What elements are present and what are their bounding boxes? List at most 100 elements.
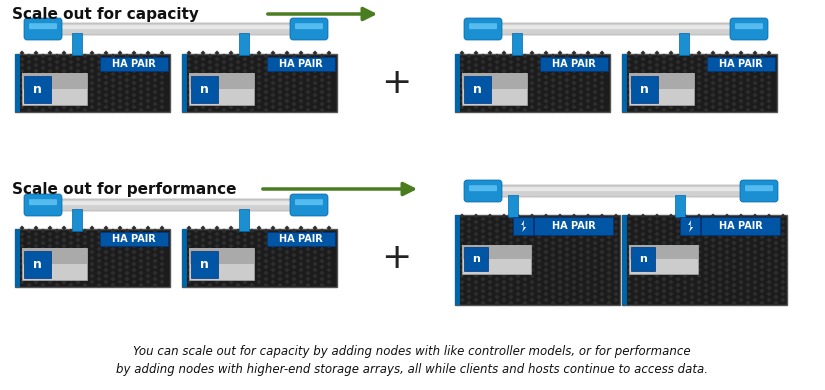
Polygon shape [558, 255, 563, 261]
FancyBboxPatch shape [189, 248, 254, 280]
FancyBboxPatch shape [29, 199, 57, 205]
Polygon shape [530, 225, 535, 230]
Polygon shape [76, 255, 81, 261]
Polygon shape [586, 238, 591, 243]
Polygon shape [263, 241, 268, 245]
Polygon shape [640, 87, 645, 92]
Polygon shape [488, 225, 493, 230]
Polygon shape [640, 92, 645, 98]
Polygon shape [97, 101, 101, 106]
Polygon shape [774, 223, 779, 227]
Polygon shape [466, 282, 472, 287]
Polygon shape [544, 213, 549, 218]
Polygon shape [125, 71, 130, 76]
Polygon shape [690, 271, 695, 275]
Polygon shape [760, 264, 765, 269]
Polygon shape [76, 232, 81, 236]
FancyBboxPatch shape [191, 76, 218, 103]
Polygon shape [718, 66, 723, 71]
Polygon shape [229, 243, 233, 248]
Polygon shape [558, 213, 563, 218]
Polygon shape [494, 78, 499, 83]
Polygon shape [20, 225, 25, 230]
Polygon shape [516, 57, 521, 62]
Polygon shape [62, 268, 67, 273]
Polygon shape [696, 69, 701, 73]
Polygon shape [522, 234, 527, 239]
Polygon shape [606, 264, 611, 269]
Polygon shape [704, 53, 709, 58]
Polygon shape [780, 268, 785, 273]
Polygon shape [125, 271, 130, 275]
Polygon shape [710, 243, 715, 248]
Polygon shape [766, 243, 771, 248]
Polygon shape [718, 223, 723, 227]
Polygon shape [194, 108, 199, 112]
Polygon shape [103, 243, 109, 248]
Polygon shape [97, 66, 101, 71]
Polygon shape [780, 232, 785, 236]
Polygon shape [494, 53, 499, 58]
Polygon shape [696, 87, 701, 92]
Polygon shape [145, 92, 150, 98]
Polygon shape [460, 225, 464, 230]
Polygon shape [34, 57, 39, 62]
Polygon shape [752, 99, 757, 103]
Polygon shape [648, 264, 653, 269]
Polygon shape [327, 57, 332, 62]
Polygon shape [544, 220, 549, 225]
Polygon shape [299, 268, 304, 273]
Polygon shape [277, 277, 282, 282]
Polygon shape [592, 66, 597, 71]
Polygon shape [766, 238, 771, 243]
Polygon shape [117, 280, 122, 284]
Polygon shape [20, 232, 25, 236]
Polygon shape [530, 298, 535, 303]
Polygon shape [586, 298, 591, 303]
Polygon shape [103, 74, 109, 80]
Polygon shape [89, 273, 95, 278]
Polygon shape [760, 83, 765, 89]
FancyBboxPatch shape [455, 215, 460, 305]
Polygon shape [676, 83, 681, 89]
Polygon shape [249, 78, 254, 83]
Polygon shape [634, 301, 639, 305]
Polygon shape [536, 277, 541, 282]
Polygon shape [125, 78, 130, 83]
Text: HA PAIR: HA PAIR [112, 234, 156, 244]
Polygon shape [586, 74, 591, 80]
Polygon shape [82, 234, 87, 239]
Polygon shape [668, 262, 673, 266]
Polygon shape [774, 241, 779, 245]
Polygon shape [327, 62, 332, 67]
Polygon shape [760, 229, 765, 234]
Polygon shape [103, 92, 109, 98]
Polygon shape [634, 271, 639, 275]
Polygon shape [654, 250, 659, 255]
Polygon shape [291, 89, 296, 94]
Polygon shape [305, 53, 310, 58]
Polygon shape [640, 285, 645, 291]
FancyBboxPatch shape [462, 73, 527, 105]
Polygon shape [139, 108, 144, 112]
Polygon shape [488, 69, 493, 73]
Polygon shape [319, 89, 324, 94]
Polygon shape [125, 264, 130, 269]
Polygon shape [235, 246, 241, 252]
Polygon shape [299, 238, 304, 243]
Polygon shape [285, 99, 290, 103]
Polygon shape [139, 246, 144, 252]
Polygon shape [153, 271, 158, 275]
Polygon shape [710, 50, 715, 55]
Polygon shape [186, 232, 191, 236]
Polygon shape [117, 273, 122, 278]
Polygon shape [153, 229, 158, 234]
Polygon shape [494, 271, 499, 275]
Polygon shape [277, 96, 282, 101]
Polygon shape [474, 255, 478, 261]
Polygon shape [214, 92, 219, 98]
Polygon shape [718, 53, 723, 58]
Polygon shape [522, 277, 527, 282]
Polygon shape [502, 62, 507, 67]
Polygon shape [710, 92, 715, 98]
